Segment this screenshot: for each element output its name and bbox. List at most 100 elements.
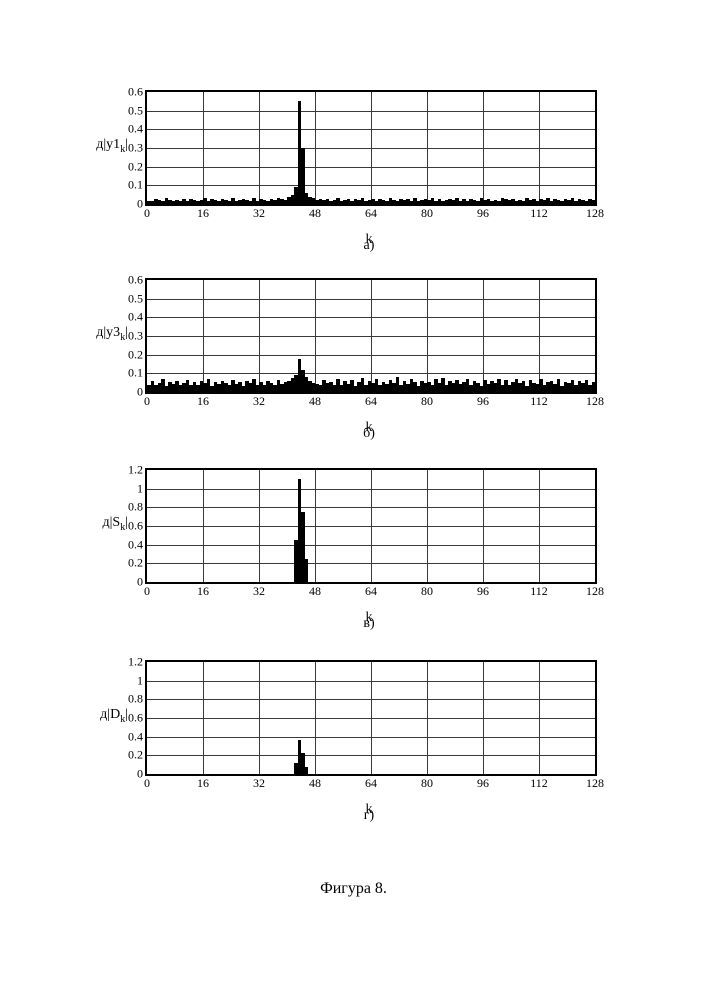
x-tick-label: 32 [253,204,265,221]
y-tick-label: 0.3 [128,141,147,156]
data-bar [305,559,309,582]
y-tick-label: 0.6 [128,711,147,726]
gridline-v [203,280,204,392]
gridline-v [371,470,372,582]
y-tick-label: 0.1 [128,178,147,193]
x-tick-label: 80 [421,582,433,599]
gridline-v [483,470,484,582]
gridline-v [315,92,316,204]
chart-a-plot: 00.10.20.30.40.50.60163248648096112128 [145,90,597,206]
gridline-v [427,280,428,392]
x-tick-label: 96 [477,582,489,599]
y-tick-label: 0.4 [128,729,147,744]
gridline-v [371,280,372,392]
chart-c-ylabel: д|Sk| [88,515,128,533]
gridline-v [203,92,204,204]
chart-d-plot: 00.20.40.60.811.20163248648096112128 [145,660,597,776]
x-tick-label: 112 [530,774,548,791]
gridline-v [427,470,428,582]
gridline-v [259,280,260,392]
gridline-v [427,92,428,204]
x-tick-label: 32 [253,582,265,599]
x-tick-label: 64 [365,582,377,599]
gridline-v [315,662,316,774]
gridline-v [483,662,484,774]
x-tick-label: 80 [421,774,433,791]
x-tick-label: 48 [309,774,321,791]
y-tick-label: 0.4 [128,310,147,325]
y-tick-label: 0.5 [128,103,147,118]
y-tick-label: 0.4 [128,122,147,137]
chart-c: 00.20.40.60.811.20163248648096112128 д|Sk… [0,468,707,624]
data-bar [592,382,596,392]
x-tick-label: 112 [530,204,548,221]
chart-b-ylabel: д|y3k| [88,325,128,343]
page: 00.10.20.30.40.50.60163248648096112128д|… [0,0,707,1000]
chart-b: 00.10.20.30.40.50.60163248648096112128 д|… [0,278,707,434]
x-tick-label: 128 [586,392,604,409]
x-tick-label: 32 [253,392,265,409]
chart-a-sublabel: а) [145,238,593,254]
x-tick-label: 48 [309,392,321,409]
y-tick-label: 0.6 [128,519,147,534]
x-tick-label: 96 [477,392,489,409]
x-tick-label: 48 [309,204,321,221]
chart-a: 00.10.20.30.40.50.60163248648096112128 д|… [0,90,707,246]
gridline-v [371,662,372,774]
x-tick-label: 16 [197,774,209,791]
gridline-v [483,92,484,204]
y-tick-label: 0.2 [128,748,147,763]
gridline-v [539,92,540,204]
y-tick-label: 0.2 [128,347,147,362]
x-tick-label: 16 [197,392,209,409]
figure-caption: Фигура 8. [0,880,707,898]
chart-d: 00.20.40.60.811.20163248648096112128 д|Dk… [0,660,707,816]
x-tick-label: 64 [365,774,377,791]
x-tick-label: 32 [253,774,265,791]
gridline-v [315,280,316,392]
y-tick-label: 1.2 [128,463,147,478]
chart-d-sublabel: г) [145,808,593,824]
gridline-v [539,662,540,774]
gridline-v [259,92,260,204]
gridline-v [539,280,540,392]
y-tick-label: 0.5 [128,291,147,306]
gridline-v [203,470,204,582]
gridline-v [427,662,428,774]
x-tick-label: 80 [421,392,433,409]
x-tick-label: 128 [586,582,604,599]
gridline-v [259,470,260,582]
y-tick-label: 1 [137,673,147,688]
y-tick-label: 0.2 [128,159,147,174]
x-tick-label: 48 [309,582,321,599]
x-tick-label: 64 [365,204,377,221]
x-tick-label: 112 [530,392,548,409]
x-tick-label: 128 [586,774,604,791]
gridline-v [483,280,484,392]
gridline-v [203,662,204,774]
chart-b-plot: 00.10.20.30.40.50.60163248648096112128 [145,278,597,394]
x-tick-label: 112 [530,582,548,599]
x-tick-label: 64 [365,392,377,409]
x-tick-label: 80 [421,204,433,221]
x-tick-label: 0 [144,774,150,791]
gridline-v [371,92,372,204]
chart-c-plot: 00.20.40.60.811.20163248648096112128 [145,468,597,584]
x-tick-label: 0 [144,582,150,599]
chart-b-sublabel: б) [145,426,593,442]
gridline-v [315,470,316,582]
y-tick-label: 0.3 [128,329,147,344]
x-tick-label: 16 [197,582,209,599]
y-tick-label: 0.6 [128,273,147,288]
y-tick-label: 0.6 [128,85,147,100]
y-tick-label: 1 [137,481,147,496]
gridline-v [539,470,540,582]
x-tick-label: 96 [477,204,489,221]
gridline-v [259,662,260,774]
chart-d-ylabel: д|Dk| [88,707,128,725]
y-tick-label: 0.1 [128,366,147,381]
chart-a-ylabel: д|y1k| [88,137,128,155]
data-bar [305,767,309,774]
y-tick-label: 0.8 [128,500,147,515]
x-tick-label: 0 [144,392,150,409]
